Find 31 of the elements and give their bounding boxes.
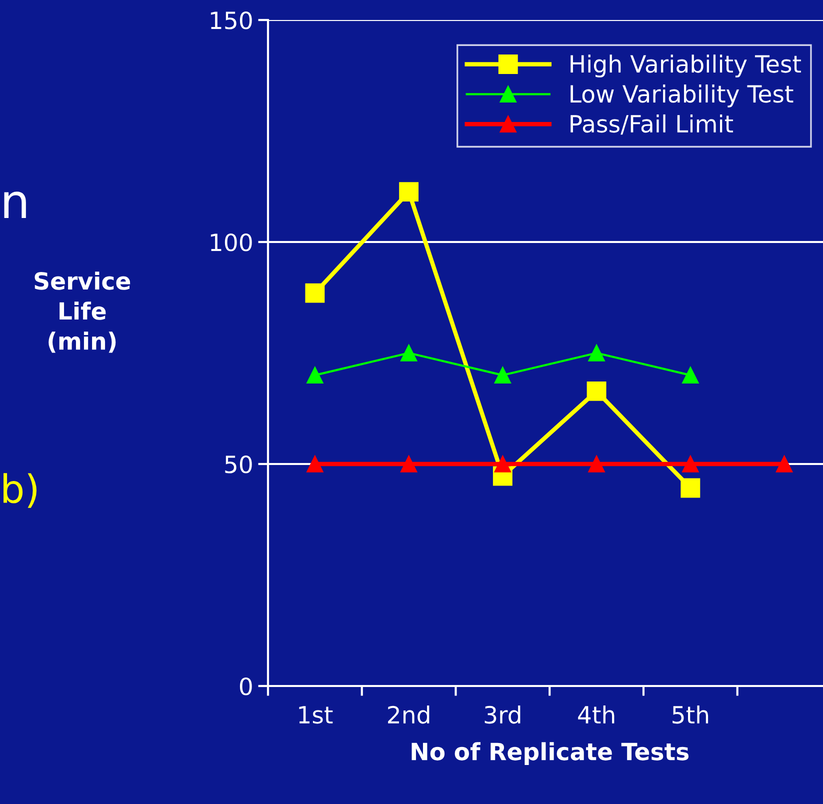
point [682, 456, 699, 472]
point [306, 456, 324, 472]
point [306, 366, 324, 384]
point [680, 478, 700, 498]
point [400, 456, 418, 472]
point [305, 283, 325, 303]
y-tick-label: 100 [210, 233, 252, 252]
point [588, 456, 605, 472]
legend-label: High Variability Test [570, 54, 801, 78]
point [588, 344, 605, 362]
x-tick-label: 2nd [388, 705, 430, 724]
x-tick-label: 1st [299, 706, 333, 724]
legend-label: Low Variability Test [570, 84, 794, 108]
y-tick-label: 0 [240, 677, 252, 696]
x-tick-label: 5th [672, 705, 708, 724]
x-tick-label: 4th [578, 705, 614, 724]
point [682, 366, 699, 384]
point [399, 182, 419, 202]
point [494, 366, 512, 384]
point [586, 381, 606, 401]
point [776, 456, 793, 472]
x-tick-label: 3rd [484, 705, 520, 724]
point [400, 344, 418, 362]
text: b) [4, 473, 37, 508]
y-axis-title: Service Life (min) [34, 272, 130, 353]
y-tick-label: 150 [210, 11, 252, 30]
legend-label: Pass/Fail Limit [570, 114, 734, 135]
text: n [4, 192, 26, 218]
point [494, 456, 512, 472]
y-tick-label: 50 [225, 455, 252, 474]
x-axis-title: No of Replicate Tests [412, 742, 689, 766]
